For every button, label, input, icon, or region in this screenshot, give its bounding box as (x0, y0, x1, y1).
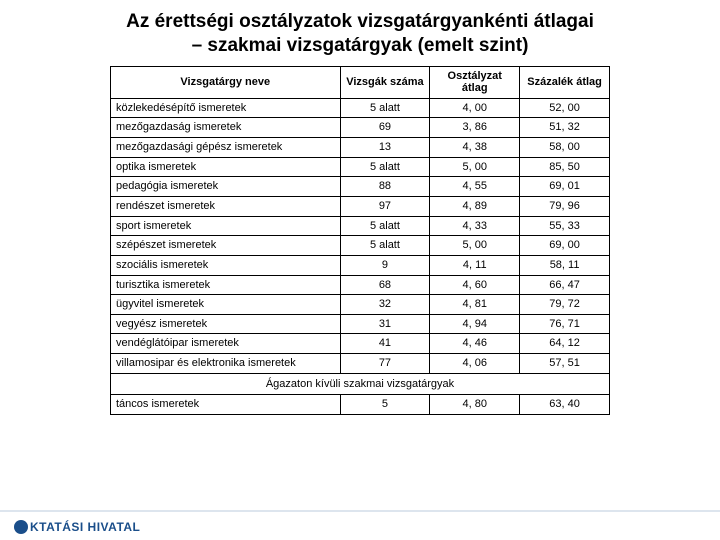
cell-value: 4, 94 (430, 314, 520, 334)
section-label: Ágazaton kívüli szakmai vizsgatárgyak (111, 373, 610, 395)
table-row: mezőgazdasági gépész ismeretek134, 3858,… (111, 138, 610, 158)
cell-value: 4, 60 (430, 275, 520, 295)
cell-value: 76, 71 (520, 314, 610, 334)
cell-value: 58, 11 (520, 255, 610, 275)
cell-name: vendéglátóipar ismeretek (111, 334, 341, 354)
col-header-grade-avg: Osztályzat átlag (430, 66, 520, 98)
cell-value: 97 (340, 196, 430, 216)
cell-name: optika ismeretek (111, 157, 341, 177)
grades-table: Vizsgatárgy neve Vizsgák száma Osztályza… (110, 66, 610, 416)
cell-name: közlekedésépítő ismeretek (111, 98, 341, 118)
cell-value: 13 (340, 138, 430, 158)
cell-name: szépészet ismeretek (111, 236, 341, 256)
cell-value: 4, 55 (430, 177, 520, 197)
table-row: vegyész ismeretek314, 9476, 71 (111, 314, 610, 334)
cell-value: 41 (340, 334, 430, 354)
table-row: közlekedésépítő ismeretek5 alatt4, 0052,… (111, 98, 610, 118)
cell-name: turisztika ismeretek (111, 275, 341, 295)
page-title: Az érettségi osztályzatok vizsgatárgyank… (0, 0, 720, 66)
cell-value: 4, 46 (430, 334, 520, 354)
table-row: optika ismeretek5 alatt5, 0085, 50 (111, 157, 610, 177)
cell-name: ügyvitel ismeretek (111, 295, 341, 315)
cell-name: vegyész ismeretek (111, 314, 341, 334)
cell-name: mezőgazdaság ismeretek (111, 118, 341, 138)
cell-value: 4, 06 (430, 354, 520, 374)
table-row: vendéglátóipar ismeretek414, 4664, 12 (111, 334, 610, 354)
cell-value: 69, 00 (520, 236, 610, 256)
title-line-1: Az érettségi osztályzatok vizsgatárgyank… (126, 11, 594, 32)
cell-name: sport ismeretek (111, 216, 341, 236)
cell-value: 69 (340, 118, 430, 138)
cell-value: 85, 50 (520, 157, 610, 177)
cell-value: 5 alatt (340, 157, 430, 177)
cell-value: 63, 40 (520, 395, 610, 415)
cell-value: 4, 38 (430, 138, 520, 158)
cell-value: 5 alatt (340, 98, 430, 118)
table-row: villamosipar és elektronika ismeretek774… (111, 354, 610, 374)
cell-value: 55, 33 (520, 216, 610, 236)
table-row: rendészet ismeretek974, 8979, 96 (111, 196, 610, 216)
cell-value: 4, 80 (430, 395, 520, 415)
cell-value: 31 (340, 314, 430, 334)
cell-name: szociális ismeretek (111, 255, 341, 275)
cell-value: 68 (340, 275, 430, 295)
cell-value: 4, 11 (430, 255, 520, 275)
cell-value: 52, 00 (520, 98, 610, 118)
cell-value: 5 (340, 395, 430, 415)
logo-text: KTATÁSI HIVATAL (30, 520, 140, 534)
table-row: ügyvitel ismeretek324, 8179, 72 (111, 295, 610, 315)
footer-logo: KTATÁSI HIVATAL (14, 520, 140, 534)
table-container: Vizsgatárgy neve Vizsgák száma Osztályza… (0, 66, 720, 416)
cell-value: 9 (340, 255, 430, 275)
cell-value: 77 (340, 354, 430, 374)
cell-value: 5, 00 (430, 236, 520, 256)
cell-value: 57, 51 (520, 354, 610, 374)
cell-value: 4, 81 (430, 295, 520, 315)
cell-value: 3, 86 (430, 118, 520, 138)
title-line-2: – szakmai vizsgatárgyak (emelt szint) (192, 35, 529, 56)
cell-name: mezőgazdasági gépész ismeretek (111, 138, 341, 158)
table-header-row: Vizsgatárgy neve Vizsgák száma Osztályza… (111, 66, 610, 98)
cell-name: pedagógia ismeretek (111, 177, 341, 197)
cell-name: táncos ismeretek (111, 395, 341, 415)
cell-name: rendészet ismeretek (111, 196, 341, 216)
footer-rule (0, 510, 720, 512)
col-header-count: Vizsgák száma (340, 66, 430, 98)
cell-value: 4, 00 (430, 98, 520, 118)
cell-value: 5, 00 (430, 157, 520, 177)
section-row: Ágazaton kívüli szakmai vizsgatárgyak (111, 373, 610, 395)
cell-value: 58, 00 (520, 138, 610, 158)
cell-value: 79, 96 (520, 196, 610, 216)
cell-value: 88 (340, 177, 430, 197)
table-row: pedagógia ismeretek884, 5569, 01 (111, 177, 610, 197)
cell-value: 64, 12 (520, 334, 610, 354)
cell-value: 32 (340, 295, 430, 315)
cell-value: 79, 72 (520, 295, 610, 315)
cell-name: villamosipar és elektronika ismeretek (111, 354, 341, 374)
cell-value: 4, 33 (430, 216, 520, 236)
table-row: turisztika ismeretek684, 6066, 47 (111, 275, 610, 295)
logo-dot-icon (14, 520, 28, 534)
cell-value: 5 alatt (340, 216, 430, 236)
cell-value: 51, 32 (520, 118, 610, 138)
cell-value: 69, 01 (520, 177, 610, 197)
cell-value: 4, 89 (430, 196, 520, 216)
table-row: táncos ismeretek54, 8063, 40 (111, 395, 610, 415)
cell-value: 66, 47 (520, 275, 610, 295)
table-row: sport ismeretek5 alatt4, 3355, 33 (111, 216, 610, 236)
table-row: mezőgazdaság ismeretek693, 8651, 32 (111, 118, 610, 138)
table-row: szépészet ismeretek5 alatt5, 0069, 00 (111, 236, 610, 256)
cell-value: 5 alatt (340, 236, 430, 256)
col-header-percent-avg: Százalék átlag (520, 66, 610, 98)
table-row: szociális ismeretek94, 1158, 11 (111, 255, 610, 275)
col-header-name: Vizsgatárgy neve (111, 66, 341, 98)
